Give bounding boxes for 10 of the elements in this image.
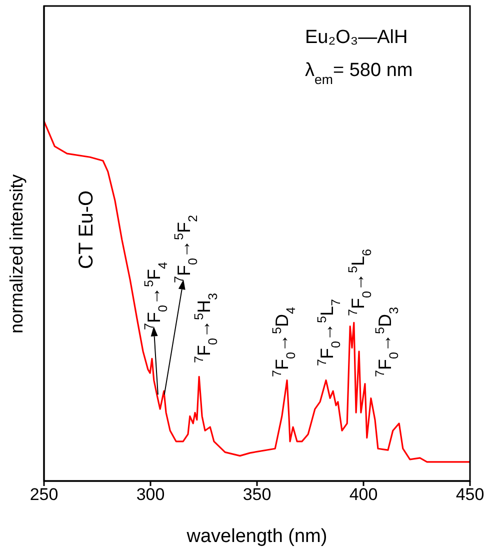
x-tick-label: 300 <box>136 485 165 504</box>
text: λ$_{em}$= 580 nm <box>305 60 413 86</box>
x-tick-label: 250 <box>30 485 58 504</box>
annotation: CT Eu-O <box>76 190 98 269</box>
x-axis-title: wavelength (nm) <box>186 526 328 547</box>
y-axis-title: normalized intensity <box>6 174 26 334</box>
text: Eu₂O₃—AlH <box>305 27 408 48</box>
x-tick-label: 400 <box>349 485 378 504</box>
x-tick-label: 350 <box>242 485 272 504</box>
x-tick-label: 450 <box>456 485 484 504</box>
